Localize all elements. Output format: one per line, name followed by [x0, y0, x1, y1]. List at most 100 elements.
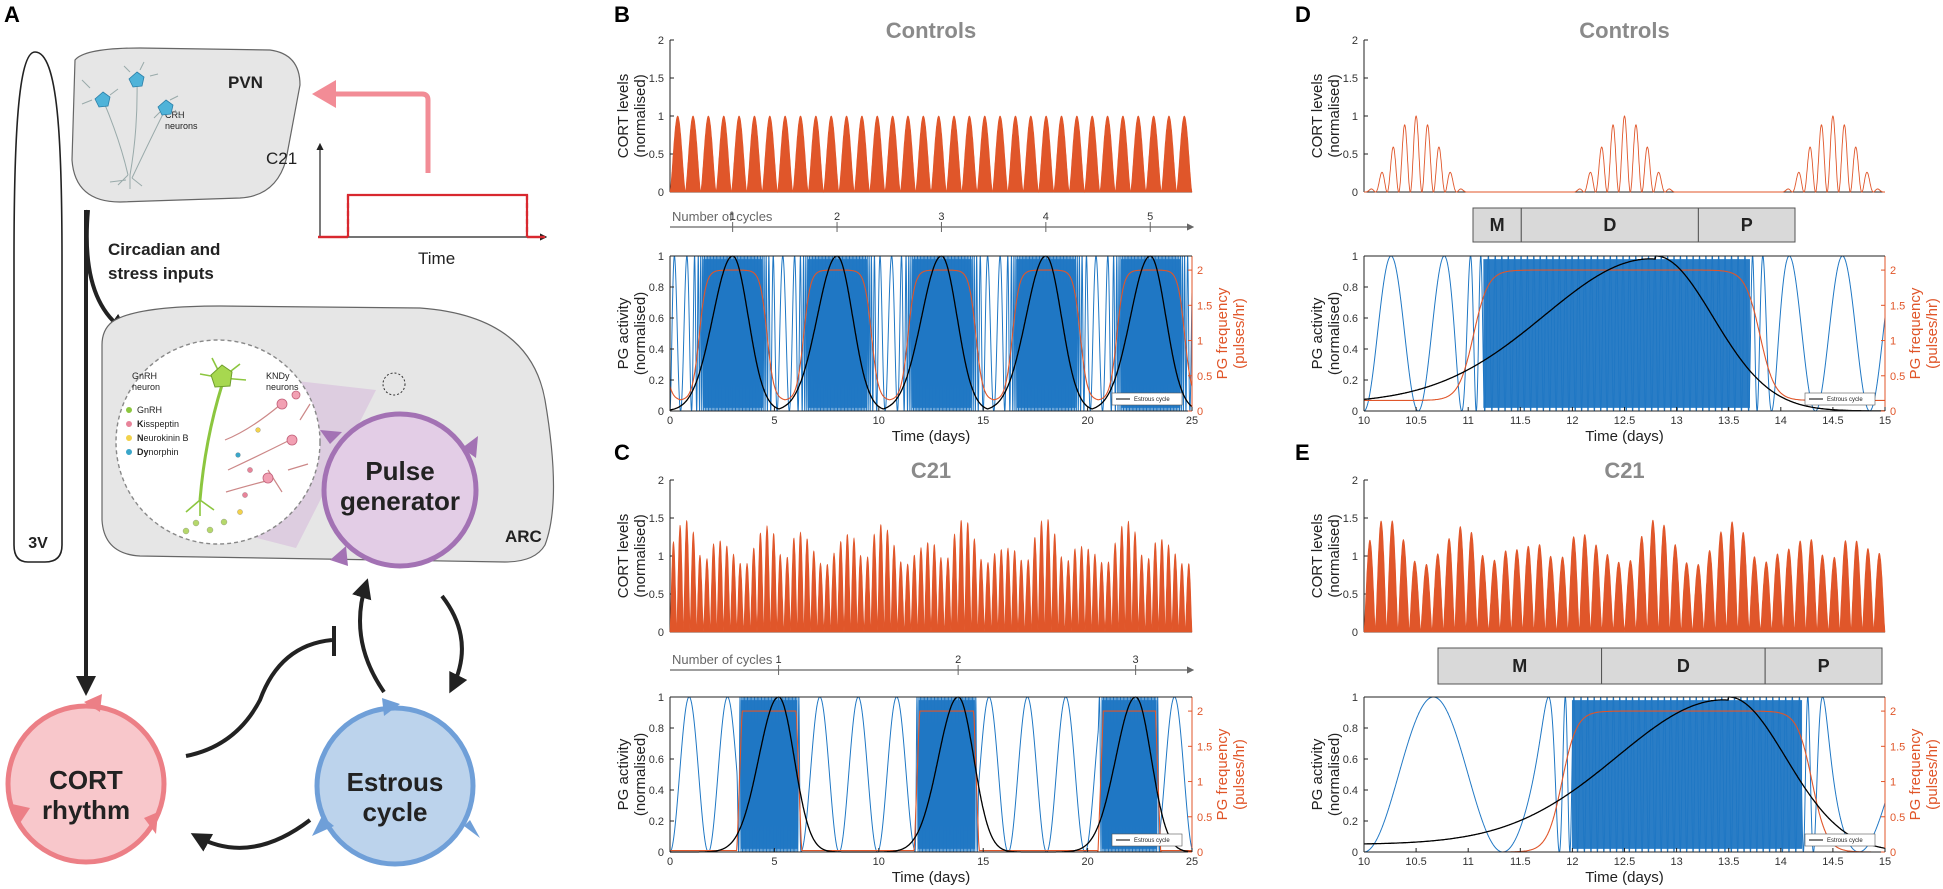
E_bottom-ytick-label: 0.8 [1343, 723, 1358, 735]
E_top-ytick-label: 0 [1352, 627, 1358, 639]
panel-label-c: C [614, 440, 630, 465]
B_bottom-ytick-label: 0.2 [649, 375, 664, 387]
crh-neuron-2 [128, 71, 145, 88]
D_bottom-xtick-label: 14.5 [1822, 415, 1843, 427]
C_top-ytick-label: 2 [658, 475, 664, 487]
B_top-ytick-label: 0 [658, 187, 664, 199]
crh-label-1: CRH [165, 110, 185, 120]
E_top-ytick-label: 2 [1352, 475, 1358, 487]
D_phases-phase-label: M [1490, 215, 1505, 235]
C_bottom-estrous-cycle [670, 696, 1193, 853]
C_bottom-y2tick-label: 1 [1197, 777, 1203, 789]
B_bottom-legend-label: Estrous cycle [1134, 397, 1170, 403]
D_bottom-legend-box [1804, 392, 1876, 406]
C_top-label-line: CORT levels [615, 514, 632, 598]
B_top-ylabel: CORT levels(normalised) [615, 74, 649, 158]
kndy-somata [262, 390, 301, 484]
C_bottom-y2label: PG frequency(pulses/hr) [1214, 728, 1248, 820]
C_bottom-y2tick-label: 2 [1197, 706, 1203, 718]
panel-a-diagram: A 3V PVN CRH neurons C21 Time Circadian … [4, 2, 555, 867]
C_bottom-legend-label: Estrous cycle [1134, 838, 1170, 844]
D_bottom-ytick-label: 0.6 [1343, 313, 1358, 325]
E_bottom-xtick-label: 15 [1879, 856, 1891, 868]
gnrh-neuron-label-1: GnRH [132, 371, 157, 381]
pg-to-estrous-arrow [440, 594, 468, 694]
pulse-generator-fill [324, 414, 476, 566]
panel-label-e: E [1295, 440, 1310, 465]
D_phases-phase-box [1697, 207, 1796, 243]
D_bottom-pg-frequency [1364, 269, 1885, 401]
c21-feedback-arrow [330, 91, 431, 173]
B_bottom-ytick-label: 0.4 [649, 344, 664, 356]
crh-neuron-1 [94, 91, 111, 108]
kndy-label-2: neurons [266, 382, 299, 392]
D_bottom-label-line: (normalised) [1326, 292, 1343, 375]
chart-D_top: Controls 0 0.5 1 1.5 2 CORT levels(normalised) [1309, 18, 1885, 199]
C_bottom-ytick-label: 1 [658, 692, 664, 704]
C_top-label-line: (normalised) [632, 514, 649, 597]
B_bottom-legend-box [1111, 392, 1183, 406]
D_bottom-y2tick-label: 0 [1890, 406, 1896, 418]
legend-dot-gnrh [126, 407, 132, 413]
C_bottom-y2tick-label: 0 [1197, 847, 1203, 859]
E_top-label-line: CORT levels [1309, 514, 1326, 598]
estrous-arrowhead-1 [382, 698, 400, 716]
C_bottom-label-line: PG frequency [1214, 728, 1231, 820]
D_bottom-ytick-label: 1 [1352, 251, 1358, 263]
B_bottom-ytick-label: 0.8 [649, 282, 664, 294]
B_bottom-xtick-label: 0 [667, 415, 673, 427]
C_bottom-xtick-label: 20 [1081, 856, 1093, 868]
D_bottom-xtick-label: 10 [1358, 415, 1370, 427]
D_phases-phase-box [1520, 207, 1699, 243]
panel-label-d: D [1295, 2, 1311, 27]
D_phases-phase-label: P [1741, 215, 1753, 235]
C_bottom-xtick-label: 25 [1186, 856, 1198, 868]
arc-label: ARC [505, 527, 542, 546]
C_bottom-xtick-label: 15 [977, 856, 989, 868]
D_phases-phase-label: D [1603, 215, 1616, 235]
legend-neurokinin: Neurokinin B [137, 433, 189, 443]
E_top-ytick-label: 0.5 [1343, 589, 1358, 601]
inputs-label-1: Circadian and [108, 240, 220, 259]
B_bottom-y2tick-label: 0 [1197, 406, 1203, 418]
B_cycles-tick-label: 2 [834, 211, 840, 223]
B_bottom-xtick-label: 10 [873, 415, 885, 427]
B_bottom-ytick-label: 1 [658, 251, 664, 263]
B_bottom-label-line: PG activity [615, 297, 632, 369]
E_bottom-label-line: (normalised) [1326, 733, 1343, 816]
time-axis-label: Time [418, 249, 455, 268]
estrous-arrowhead-2 [464, 820, 480, 838]
B_bottom-y2tick-label: 0.5 [1197, 371, 1212, 383]
D_top-ylabel: CORT levels(normalised) [1309, 74, 1343, 158]
B_top-cort-series [669, 115, 1193, 194]
E_bottom-pg-dense [1571, 700, 1803, 849]
zoom-legend: GnRH Kisspeptin Neurokinin B Dynorphin [126, 405, 189, 457]
C_bottom-label-line: (pulses/hr) [1231, 739, 1248, 810]
estrous-to-cort-arrow [190, 818, 312, 852]
E_bottom-xtick-label: 10.5 [1405, 856, 1426, 868]
C_bottom-y2tick-label: 0.5 [1197, 812, 1212, 824]
E_bottom-ytick-label: 0.2 [1343, 816, 1358, 828]
B_bottom-y2tick-label: 1 [1197, 336, 1203, 348]
B_cycles-tick-label: 4 [1043, 211, 1049, 223]
B_bottom-xtick-label: 5 [771, 415, 777, 427]
D_top-cort-series [1364, 115, 1885, 193]
E_bottom-xtick-label: 11 [1462, 856, 1473, 868]
E_bottom-estrous-cycle [1364, 696, 1886, 849]
D_bottom-label-line: PG activity [1309, 297, 1326, 369]
crh-neuron-3 [157, 99, 174, 116]
D_top-ytick-label: 1.5 [1343, 73, 1358, 85]
D_top-label-line: (normalised) [1326, 74, 1343, 157]
B_cycles-tick-label: 1 [730, 211, 736, 223]
E_top-title: C21 [1604, 458, 1644, 483]
estrous-ring [314, 705, 476, 867]
B_bottom-label-line: (normalised) [632, 292, 649, 375]
cort-rhythm-ring [5, 703, 167, 865]
D_bottom-xtick-label: 11 [1462, 415, 1473, 427]
B_bottom-ytick-label: 0 [658, 406, 664, 418]
C_bottom-ytick-label: 0.6 [649, 754, 664, 766]
cort-inhibits-pg [185, 638, 333, 758]
